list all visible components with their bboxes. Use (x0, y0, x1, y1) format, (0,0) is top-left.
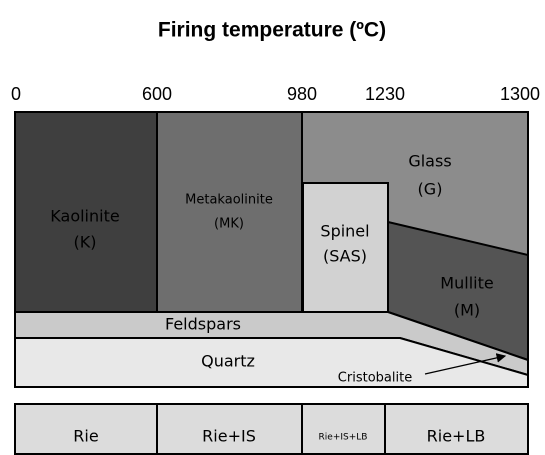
phase-label: Rie+LB (427, 427, 486, 446)
title: Firing temperature (ºC) (158, 19, 386, 42)
axis-label: 1230 (365, 84, 405, 104)
kaolinite-region (14, 111, 158, 313)
region-label: Quartz (201, 352, 255, 371)
region-label: Spinel (320, 222, 369, 241)
region-label: Kaolinite (50, 207, 119, 226)
region-label: Mullite (440, 274, 493, 293)
axis-label: 980 (287, 84, 317, 104)
axis-label: 1300 (500, 84, 540, 104)
axis-label: 0 (11, 84, 21, 104)
axis-label: 600 (142, 84, 172, 104)
region-label: Glass (408, 152, 451, 171)
metakaolinite-region (156, 111, 303, 313)
spinel-region (302, 182, 389, 313)
phase-label: Rie+IS+LB (319, 433, 368, 443)
arrow (424, 353, 507, 375)
region-label: Cristobalite (338, 371, 412, 386)
region-label: (K) (74, 233, 97, 252)
frame (14, 111, 529, 388)
region-label: (MK) (214, 217, 244, 232)
phase-cell (384, 403, 529, 455)
region-label: (G) (418, 180, 443, 199)
region-label: (M) (454, 301, 480, 320)
phase-cell (14, 403, 158, 455)
region-label: (SAS) (323, 247, 367, 266)
region-label: Feldspars (165, 315, 241, 334)
phase-label: Rie (73, 427, 98, 446)
phase-cell (156, 403, 303, 455)
phase-label: Rie+IS (202, 427, 256, 446)
region-label: Metakaolinite (185, 193, 273, 208)
phase-cell (301, 403, 386, 455)
